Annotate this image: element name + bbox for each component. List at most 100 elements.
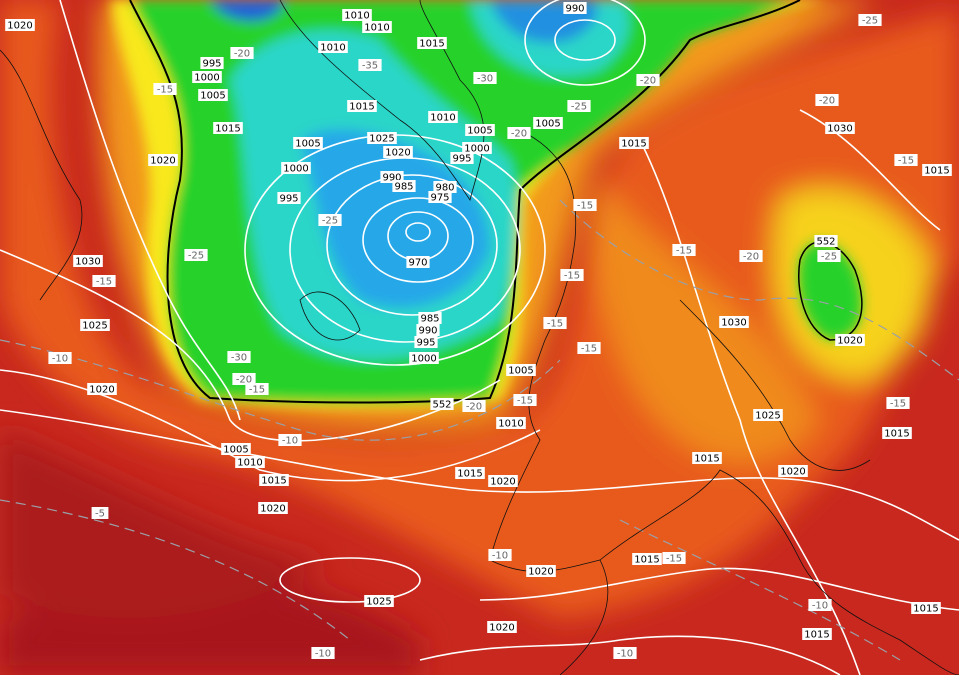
label-box xyxy=(184,249,208,261)
temperature-label: -15 xyxy=(249,385,265,396)
pressure-label: 1005 xyxy=(223,445,248,456)
label-box xyxy=(815,94,839,106)
temperature-label: -10 xyxy=(617,649,633,660)
label-box xyxy=(487,621,517,633)
temperature-label: -15 xyxy=(898,156,914,167)
label-box xyxy=(858,14,882,26)
temperature-label: -10 xyxy=(52,354,68,365)
label-box xyxy=(430,398,454,410)
pressure-label: 1000 xyxy=(283,164,308,175)
label-box xyxy=(367,132,397,144)
pressure-label: 990 xyxy=(565,4,584,15)
label-box xyxy=(91,507,109,519)
temperature-label: -15 xyxy=(564,271,580,282)
pressure-label: 1005 xyxy=(295,139,320,150)
thickness-label: 552 xyxy=(816,237,835,248)
pressure-label: 1020 xyxy=(780,467,805,478)
label-box xyxy=(417,37,447,49)
temperature-label: -25 xyxy=(322,216,338,227)
pressure-label: 1030 xyxy=(75,257,100,268)
temperature-label: -30 xyxy=(231,353,247,364)
pressure-label: 1010 xyxy=(344,11,369,22)
pressure-label: 1005 xyxy=(535,119,560,130)
thickness-label: 552 xyxy=(432,400,451,411)
pressure-label: 1020 xyxy=(385,148,410,159)
temperature-label: -15 xyxy=(890,399,906,410)
pressure-label: 1015 xyxy=(884,429,909,440)
pressure-label: 1030 xyxy=(827,124,852,135)
label-box xyxy=(506,364,536,376)
label-box xyxy=(462,142,492,154)
label-box xyxy=(455,467,485,479)
label-box xyxy=(221,443,251,455)
label-box xyxy=(92,275,116,287)
label-box xyxy=(825,122,855,134)
label-box xyxy=(513,394,537,406)
label-box xyxy=(48,352,72,364)
label-box xyxy=(577,342,601,354)
label-box xyxy=(835,334,865,346)
label-box xyxy=(213,122,243,134)
label-box xyxy=(462,400,486,412)
pressure-label: 1020 xyxy=(489,623,514,634)
label-box xyxy=(278,434,302,446)
label-box xyxy=(200,57,224,69)
temperature-label: -20 xyxy=(511,129,527,140)
temperature-label: -10 xyxy=(492,551,508,562)
temperature-label: -10 xyxy=(812,601,828,612)
label-box xyxy=(258,502,288,514)
label-box xyxy=(778,465,808,477)
label-box xyxy=(364,595,394,607)
label-box xyxy=(342,9,372,21)
label-box xyxy=(230,47,254,59)
pressure-label: 985 xyxy=(394,182,413,193)
pressure-label: 980 xyxy=(435,183,454,194)
label-box xyxy=(5,19,35,31)
label-box xyxy=(719,316,749,328)
label-box xyxy=(418,312,442,324)
label-box xyxy=(428,191,452,203)
label-box xyxy=(232,373,256,385)
pressure-label: 1015 xyxy=(913,604,938,615)
label-box xyxy=(507,127,531,139)
temperature-label: -15 xyxy=(517,396,533,407)
pressure-label: 995 xyxy=(452,154,471,165)
label-box xyxy=(817,250,841,262)
label-box xyxy=(198,89,228,101)
pressure-label: 1000 xyxy=(411,354,436,365)
temperature-label: -15 xyxy=(666,554,682,565)
pressure-label: 1025 xyxy=(366,597,391,608)
temperature-label: -35 xyxy=(362,61,378,72)
label-box xyxy=(235,456,265,468)
label-box xyxy=(636,74,660,86)
pressure-label: 1015 xyxy=(349,102,374,113)
pressure-label: 1020 xyxy=(490,477,515,488)
label-box xyxy=(311,647,335,659)
pressure-label: 1010 xyxy=(498,419,523,430)
pressure-label: 970 xyxy=(408,258,427,269)
label-box xyxy=(613,647,637,659)
label-box xyxy=(87,383,117,395)
temperature-label: -10 xyxy=(315,649,331,660)
label-box xyxy=(882,427,912,439)
temperature-label: -20 xyxy=(234,49,250,60)
pressure-label: 990 xyxy=(418,326,437,337)
label-box xyxy=(692,452,722,464)
label-box xyxy=(416,324,440,336)
label-box xyxy=(293,137,323,149)
temperature-label: -25 xyxy=(821,252,837,263)
pressure-label: 1020 xyxy=(260,504,285,515)
label-box xyxy=(318,214,342,226)
pressure-label: 1025 xyxy=(82,321,107,332)
label-box xyxy=(563,2,587,14)
pressure-label: 1015 xyxy=(694,454,719,465)
temperature-label: -15 xyxy=(547,319,563,330)
label-box xyxy=(662,552,686,564)
temperature-label: -20 xyxy=(743,252,759,263)
label-box xyxy=(739,250,763,262)
label-box xyxy=(347,100,377,112)
pressure-label: 1025 xyxy=(755,411,780,422)
pressure-label: 985 xyxy=(420,314,439,325)
temperature-label: -15 xyxy=(581,344,597,355)
